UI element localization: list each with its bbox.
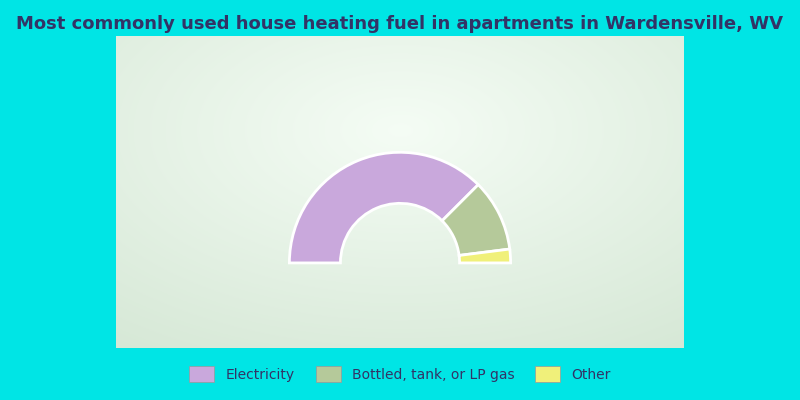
Text: Most commonly used house heating fuel in apartments in Wardensville, WV: Most commonly used house heating fuel in… xyxy=(17,15,783,33)
Wedge shape xyxy=(290,152,478,263)
Wedge shape xyxy=(459,249,510,263)
Wedge shape xyxy=(442,185,510,256)
Legend: Electricity, Bottled, tank, or LP gas, Other: Electricity, Bottled, tank, or LP gas, O… xyxy=(184,360,616,388)
